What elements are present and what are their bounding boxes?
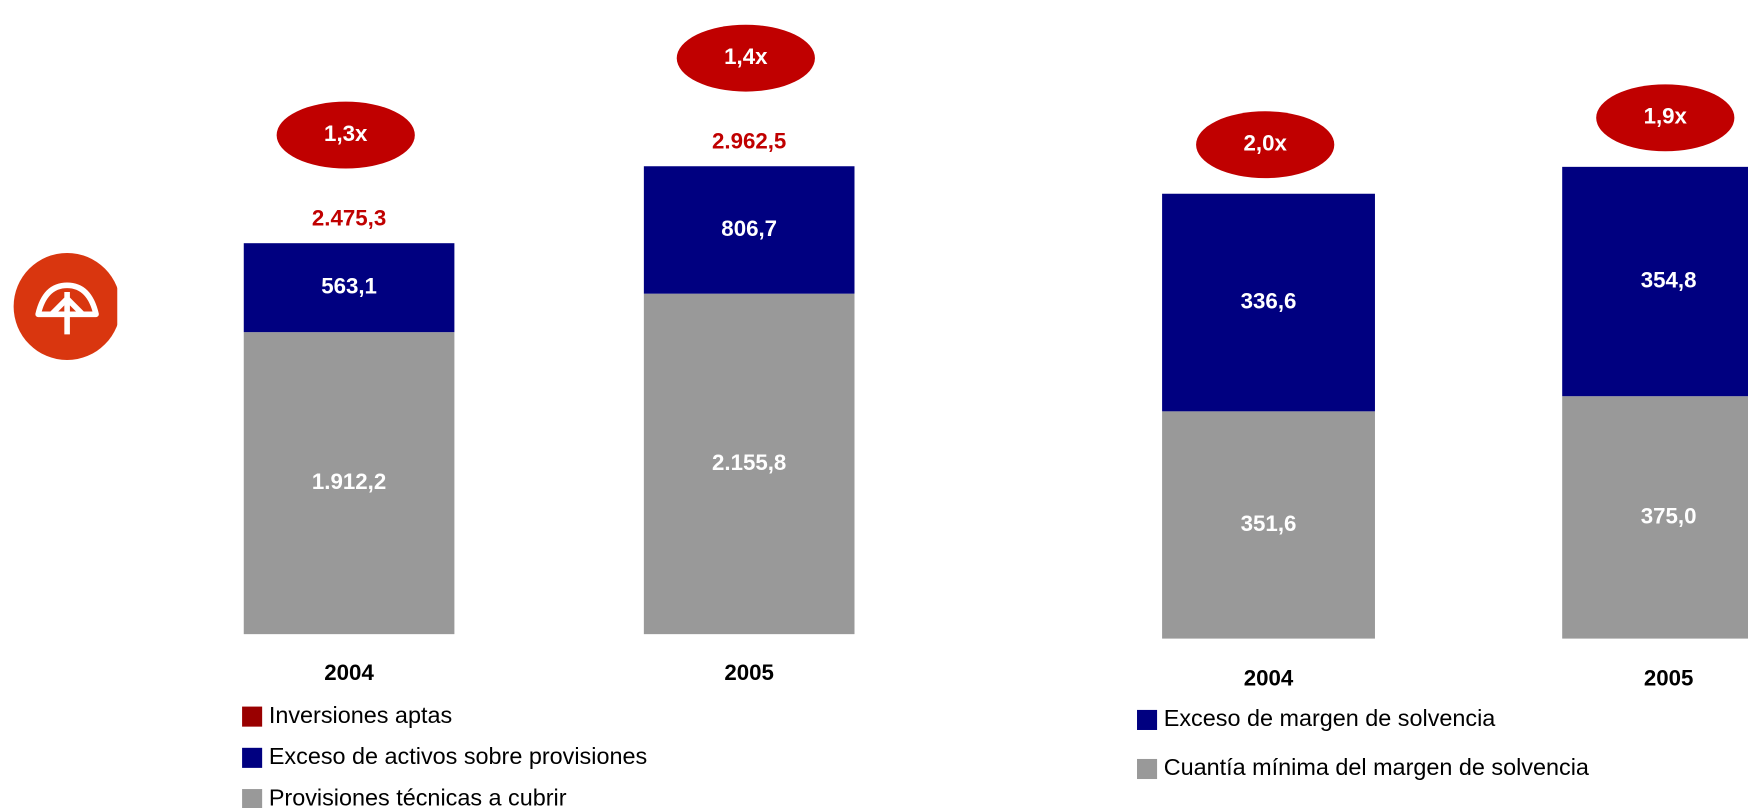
bar-segment — [243, 332, 455, 635]
ratio-label: 1,9x — [1644, 104, 1688, 129]
ratio-badge — [1596, 84, 1735, 152]
bar-label: 806,7 — [721, 216, 777, 241]
legend-swatch — [242, 706, 263, 727]
legend-swatch — [242, 747, 263, 768]
legend-label: Provisiones técnicas a cubrir — [269, 784, 567, 808]
legend-swatch — [1137, 709, 1158, 730]
ratio-badge — [676, 24, 815, 92]
x-tick-label: 2004 — [324, 660, 374, 685]
bar-label: 351,6 — [1241, 511, 1297, 536]
logo — [13, 253, 118, 360]
x-tick-label: 2005 — [724, 660, 774, 685]
bar-label: 354,8 — [1641, 267, 1697, 292]
bar-segment — [1162, 411, 1375, 639]
bar-label: 1.912,2 — [312, 469, 386, 494]
x-tick-label: 2005 — [1644, 666, 1694, 691]
bar-label: 336,6 — [1241, 288, 1297, 313]
bar-label: 375,0 — [1641, 503, 1697, 528]
bar-segment — [243, 243, 455, 333]
legend-label: Exceso de activos sobre provisiones — [269, 743, 647, 769]
ratio-badge — [1196, 111, 1335, 179]
legend-label: Inversiones aptas — [269, 702, 452, 728]
ratio-badge — [276, 101, 415, 169]
ratio-label: 1,3x — [324, 121, 368, 146]
total-label: 2.962,5 — [712, 129, 786, 154]
total-label: 2.475,3 — [312, 206, 386, 231]
bar-segment — [643, 293, 855, 635]
bar-label: 2.155,8 — [712, 450, 786, 475]
legend-swatch — [242, 789, 263, 808]
ratio-label: 1,4x — [724, 44, 768, 69]
bar-label: 563,1 — [321, 274, 377, 299]
bar-segment — [643, 166, 855, 294]
bar-segment — [1562, 166, 1748, 397]
ratio-label: 2,0x — [1244, 131, 1288, 156]
x-tick-label: 2004 — [1244, 666, 1294, 691]
legend-label: Exceso de margen de solvencia — [1164, 705, 1497, 731]
bar-segment — [1562, 396, 1748, 639]
legend-swatch — [1137, 758, 1158, 780]
bar-segment — [1162, 193, 1375, 412]
legend-label: Cuantía mínima del margen de solvencia — [1164, 754, 1590, 780]
